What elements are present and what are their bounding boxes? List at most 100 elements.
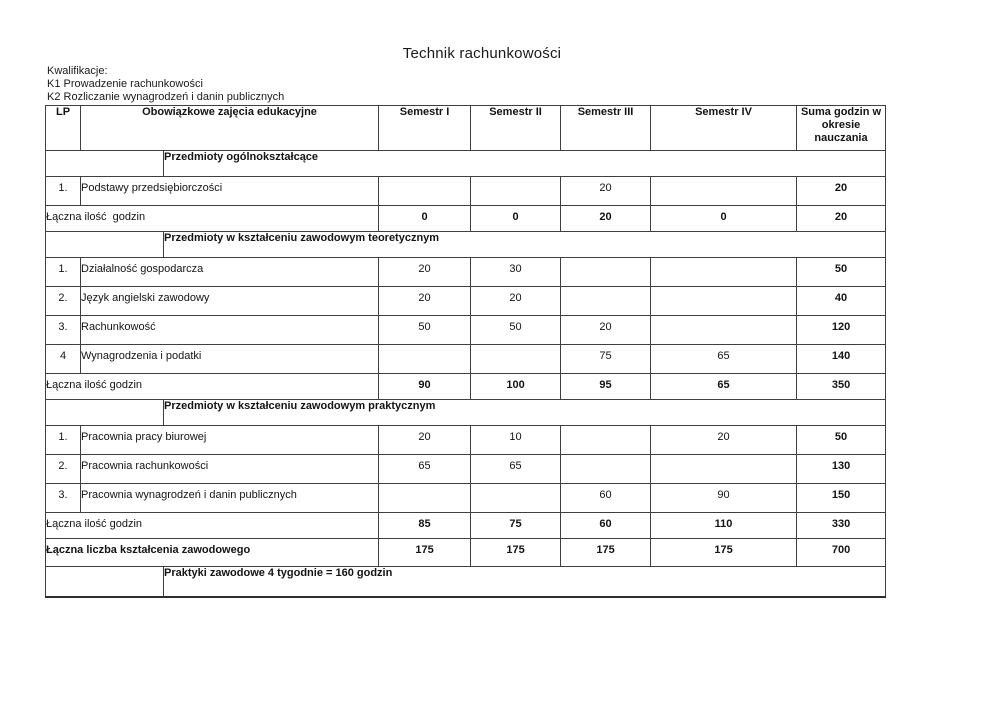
header-semester-1: Semestr I: [378, 105, 472, 151]
semester-3-value-cell: [560, 454, 652, 484]
subject-row: 3. Pracownia wynagrodzeń i danin publiczn…: [45, 483, 886, 513]
semester-4-value-cell: 20: [650, 425, 798, 455]
qualifications-label: Kwalifikacje:: [47, 65, 108, 77]
page-title: Technik rachunkowości: [402, 45, 562, 62]
table-header-row: LP Obowiązkowe zajęcia edukacyjne Semest…: [45, 105, 886, 151]
section-total-row: Łączna ilość godzin 0 0 20 0 20: [44, 205, 886, 232]
semester-4-value-cell: [650, 176, 798, 206]
sum-value-cell: 140: [796, 344, 886, 374]
qualification-k1: K1 Prowadzenie rachunkowości: [47, 78, 203, 90]
semester-3-value-cell: 75: [560, 344, 652, 374]
lp-cell: 1.: [45, 176, 81, 206]
sum-value-cell: 350: [796, 373, 886, 400]
subject-name-cell: Pracownia wynagrodzeń i danin publicznyc…: [79, 483, 380, 513]
sum-value-cell: 330: [796, 512, 886, 539]
semester-3-value-cell: 60: [560, 483, 652, 513]
sum-value-cell: 20: [796, 176, 886, 206]
section-spacer-cell: [45, 150, 164, 177]
semester-1-value-cell: 65: [378, 454, 472, 484]
subject-name-cell: Wynagrodzenia i podatki: [79, 344, 380, 374]
semester-1-value-cell: 0: [378, 205, 472, 232]
semester-2-value-cell: 65: [470, 454, 562, 484]
semester-3-value-cell: [560, 286, 652, 316]
semester-3-value-cell: 20: [560, 176, 652, 206]
grand-total-label-cell: Łączna liczba kształcenia zawodowego: [44, 538, 380, 567]
qualification-k2: K2 Rozliczanie wynagrodzeń i danin publi…: [47, 91, 285, 103]
section-header-row: Przedmioty ogólnokształcące: [45, 150, 886, 177]
section-total-row: Łączna ilość godzin 85 75 60 110 330: [44, 512, 886, 539]
section-title: Przedmioty w kształceniu zawodowym teore…: [163, 231, 886, 258]
lp-cell: 1.: [45, 257, 81, 287]
semester-4-value-cell: 65: [650, 373, 798, 400]
subject-row: 1. Podstawy przedsiębiorczości 20 20: [45, 176, 886, 206]
semester-3-value-cell: [560, 257, 652, 287]
semester-2-value-cell: 10: [470, 425, 562, 455]
semester-3-value-cell: 20: [560, 205, 652, 232]
sum-value-cell: 50: [796, 425, 886, 455]
semester-3-value-cell: 20: [560, 315, 652, 345]
semester-4-value-cell: 175: [650, 538, 798, 567]
semester-4-value-cell: 90: [650, 483, 798, 513]
semester-1-value-cell: 20: [378, 257, 472, 287]
section-header-row: Przedmioty w kształceniu zawodowym teore…: [45, 231, 886, 258]
semester-2-value-cell: [470, 483, 562, 513]
semester-4-value-cell: [650, 286, 798, 316]
subject-row: 1. Pracownia pracy biurowej 20 10 20 50: [45, 425, 886, 455]
semester-4-value-cell: 65: [650, 344, 798, 374]
subject-name-cell: Pracownia pracy biurowej: [79, 425, 380, 455]
sum-value-cell: 130: [796, 454, 886, 484]
header-semester-4: Semestr IV: [650, 105, 798, 151]
sum-value-cell: 120: [796, 315, 886, 345]
section-title: Przedmioty w kształceniu zawodowym prakt…: [163, 399, 886, 426]
subject-row: 1. Działalność gospodarcza 20 30 50: [45, 257, 886, 287]
total-label-cell: Łączna ilość godzin: [44, 373, 380, 400]
lp-cell: 2.: [45, 286, 81, 316]
sum-value-cell: 40: [796, 286, 886, 316]
semester-1-value-cell: [378, 344, 472, 374]
semester-3-value-cell: 95: [560, 373, 652, 400]
semester-4-value-cell: [650, 315, 798, 345]
section-header-row: Przedmioty w kształceniu zawodowym prakt…: [45, 399, 886, 426]
subject-row: 4 Wynagrodzenia i podatki 75 65 140: [45, 344, 886, 374]
section-title: Przedmioty ogólnokształcące: [163, 150, 886, 177]
semester-4-value-cell: [650, 257, 798, 287]
section-spacer-cell: [45, 399, 164, 426]
subject-name-cell: Działalność gospodarcza: [79, 257, 380, 287]
curriculum-table: LP Obowiązkowe zajęcia edukacyjne Semest…: [44, 105, 886, 598]
header-semester-3: Semestr III: [560, 105, 652, 151]
header-sum: Suma godzin w okresie nauczania: [796, 105, 886, 151]
section-spacer-cell: [45, 231, 164, 258]
semester-3-value-cell: [560, 425, 652, 455]
semester-1-value-cell: [378, 176, 472, 206]
total-label-cell: Łączna ilość godzin: [44, 205, 380, 232]
practice-note-row: Praktyki zawodowe 4 tygodnie = 160 godzi…: [45, 566, 886, 597]
subject-name-cell: Język angielski zawodowy: [79, 286, 380, 316]
semester-3-value-cell: 60: [560, 512, 652, 539]
semester-1-value-cell: 20: [378, 425, 472, 455]
section-total-row: Łączna ilość godzin 90 100 95 65 350: [44, 373, 886, 400]
sum-value-cell: 150: [796, 483, 886, 513]
sum-value-cell: 20: [796, 205, 886, 232]
semester-2-value-cell: 30: [470, 257, 562, 287]
subject-row: 3. Rachunkowość 50 50 20 120: [45, 315, 886, 345]
lp-cell: 1.: [45, 425, 81, 455]
lp-cell: 4: [45, 344, 81, 374]
semester-2-value-cell: 100: [470, 373, 562, 400]
subject-name-cell: Podstawy przedsiębiorczości: [79, 176, 380, 206]
lp-cell: 3.: [45, 315, 81, 345]
semester-3-value-cell: 175: [560, 538, 652, 567]
semester-2-value-cell: 75: [470, 512, 562, 539]
header-lp: LP: [45, 105, 81, 151]
semester-4-value-cell: 0: [650, 205, 798, 232]
semester-2-value-cell: [470, 344, 562, 374]
semester-1-value-cell: 50: [378, 315, 472, 345]
semester-2-value-cell: 20: [470, 286, 562, 316]
practice-note: Praktyki zawodowe 4 tygodnie = 160 godzi…: [163, 566, 886, 597]
semester-1-value-cell: 90: [378, 373, 472, 400]
semester-1-value-cell: [378, 483, 472, 513]
lp-cell: 2.: [45, 454, 81, 484]
grand-total-row: Łączna liczba kształcenia zawodowego 175 1…: [44, 538, 886, 567]
semester-2-value-cell: 175: [470, 538, 562, 567]
subject-row: 2. Pracownia rachunkowości 65 65 130: [45, 454, 886, 484]
